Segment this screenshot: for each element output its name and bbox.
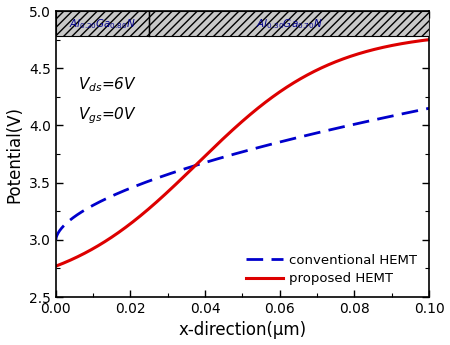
proposed HEMT: [426, 38, 432, 42]
conventional HEMT: [91, 203, 97, 207]
Text: $Al_{0.30}Ga_{0.70}N$: $Al_{0.30}Ga_{0.70}N$: [256, 17, 323, 31]
conventional HEMT: [351, 122, 356, 127]
proposed HEMT: [53, 264, 58, 268]
proposed HEMT: [351, 53, 356, 57]
Text: $Al_{0.20}Ga_{0.80}N$: $Al_{0.20}Ga_{0.80}N$: [69, 17, 136, 31]
conventional HEMT: [217, 156, 223, 160]
Line: proposed HEMT: proposed HEMT: [56, 40, 429, 266]
Y-axis label: Potential(V): Potential(V): [5, 106, 23, 203]
Text: $V_{ds}$=6V: $V_{ds}$=6V: [78, 75, 137, 93]
Bar: [56, 11, 149, 36]
proposed HEMT: [344, 56, 350, 60]
conventional HEMT: [344, 124, 350, 128]
conventional HEMT: [53, 238, 58, 242]
conventional HEMT: [204, 160, 210, 164]
Line: conventional HEMT: conventional HEMT: [56, 108, 429, 240]
proposed HEMT: [217, 139, 223, 144]
proposed HEMT: [204, 152, 210, 156]
Legend: conventional HEMT, proposed HEMT: conventional HEMT, proposed HEMT: [240, 249, 423, 290]
conventional HEMT: [426, 106, 432, 110]
X-axis label: x-direction(μm): x-direction(μm): [178, 322, 306, 339]
proposed HEMT: [91, 246, 97, 250]
Bar: [149, 11, 429, 36]
proposed HEMT: [310, 70, 315, 75]
conventional HEMT: [310, 132, 315, 136]
Text: $V_{gs}$=0V: $V_{gs}$=0V: [78, 106, 137, 126]
